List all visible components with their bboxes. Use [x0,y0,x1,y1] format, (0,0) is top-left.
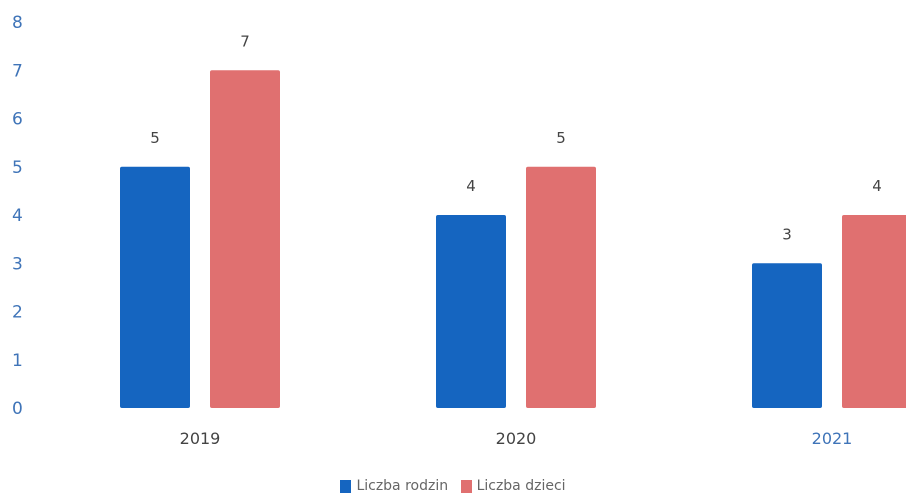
legend-swatch-series-2 [460,479,472,493]
y-tick-label: 4 [12,206,23,226]
x-axis: 2019 2020 2021 [180,429,853,448]
y-tick-label: 3 [12,254,23,274]
data-label-2021-series-1: 3 [782,225,792,243]
x-tick-label-2019: 2019 [180,429,221,448]
bar-2020-series-2 [526,166,596,408]
legend: Liczba rodzin Liczba dzieci [0,478,906,497]
y-tick-label: 0 [12,399,23,419]
data-labels: 5 7 4 5 3 4 [150,32,882,243]
y-axis: 0 1 2 3 4 5 6 7 8 [12,13,23,419]
bar-chart: 0 1 2 3 4 5 6 7 8 5 7 4 5 3 4 2019 2020 2021 [12,13,906,448]
bar-2019-series-2 [210,70,280,408]
legend-swatch-series-1 [340,479,352,493]
data-label-2021-series-2: 4 [872,177,882,195]
y-tick-label: 7 [12,61,23,81]
y-tick-label: 6 [12,110,23,130]
data-label-2019-series-2: 7 [240,32,250,50]
bar-2019-series-1 [120,166,190,408]
legend-label-series-1: Liczba rodzin [356,478,449,494]
y-tick-label: 5 [12,158,23,178]
legend-item-series-2: Liczba dzieci [460,478,566,494]
y-tick-label: 2 [12,303,23,323]
data-label-2020-series-1: 4 [466,177,476,195]
bar-2021-series-2 [842,215,906,408]
legend-item-series-1: Liczba rodzin [340,478,448,494]
bar-2020-series-1 [436,215,506,408]
x-tick-label-2021: 2021 [812,429,853,448]
x-tick-label-2020: 2020 [496,429,537,448]
data-label-2019-series-1: 5 [150,129,160,147]
bars [120,70,906,408]
y-tick-label: 1 [12,351,23,371]
bar-2021-series-1 [752,263,822,408]
data-label-2020-series-2: 5 [556,129,566,147]
y-tick-label: 8 [12,13,23,33]
legend-label-series-2: Liczba dzieci [476,478,566,494]
